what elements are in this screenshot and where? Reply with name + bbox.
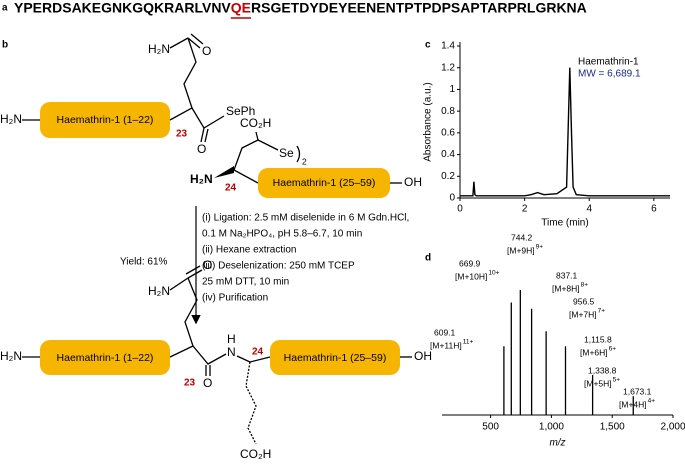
peak-label: 609.1 xyxy=(434,327,456,337)
residue-number: 24 xyxy=(252,347,264,358)
panel-label: a xyxy=(2,3,8,14)
atom: O xyxy=(203,376,212,390)
atom: H₂N xyxy=(148,284,170,298)
c-term: OH xyxy=(404,175,422,189)
x-tick-label: 4 xyxy=(586,204,592,215)
atom: O xyxy=(202,44,211,58)
sequence: RSGETDYDEYEENENTPTPDPSAPTARPRLGRKNA xyxy=(251,0,587,16)
panel-label: b xyxy=(2,40,8,51)
sequence: YPERDSAKEGNKGQKRARLVNV xyxy=(14,0,231,16)
y-tick-label: 0.4 xyxy=(441,149,455,160)
ion-label: [M+10H] xyxy=(455,271,487,281)
peak-label: 1,338.8 xyxy=(588,365,617,375)
y-axis-label: Absorbance (a.u.) xyxy=(423,82,434,162)
peptide-box: Haemathrin-1 (1–22) xyxy=(57,114,154,126)
trace xyxy=(460,67,670,197)
condition: (iii) Deselenization: 250 mM TCEP xyxy=(202,261,355,272)
x-tick-label: 500 xyxy=(482,422,499,433)
y-tick-label: 1.4 xyxy=(441,41,455,52)
x-tick-label: 1,000 xyxy=(539,422,564,433)
x-axis-label: Time (min) xyxy=(541,218,588,229)
residue-number: 24 xyxy=(225,183,237,194)
n-term: H₂N xyxy=(0,349,22,363)
charge: 11+ xyxy=(463,339,474,346)
subscript: 2 xyxy=(302,156,307,166)
sequence-highlight: QE xyxy=(231,0,251,16)
x-tick-label: 6 xyxy=(651,204,657,215)
charge: 10+ xyxy=(488,270,499,277)
atom: CO₂H xyxy=(240,116,271,130)
charge: 9+ xyxy=(536,244,544,251)
charge: 4+ xyxy=(648,398,656,405)
peptide-box: Haemathrin-1 (1–22) xyxy=(57,352,154,364)
annotation: MW = 6,689.1 xyxy=(578,69,641,80)
conditions: (i) Ligation: 2.5 mM diselenide in 6 M G… xyxy=(202,213,409,304)
atom: Se xyxy=(279,146,294,160)
y-tick-label: 1 xyxy=(449,84,455,95)
atom: H₂N xyxy=(148,42,170,56)
y-tick-label: 0.8 xyxy=(441,106,455,117)
condition: 0.1 M Na₂HPO₄, pH 5.8–6.7, 10 min xyxy=(202,229,362,240)
charge: 5+ xyxy=(613,377,621,384)
charge: 8+ xyxy=(581,282,589,289)
peak-label: 1,115.8 xyxy=(584,334,612,344)
condition: 25 mM DTT, 10 min xyxy=(202,277,289,288)
peak-label: 744.2 xyxy=(511,232,533,242)
condition: (iv) Purification xyxy=(202,293,268,304)
ion-label: [M+5H] xyxy=(584,378,612,388)
panel-label: c xyxy=(425,40,431,51)
residue-number: 23 xyxy=(176,129,188,140)
atom: O xyxy=(203,258,212,272)
x-tick-label: 1,500 xyxy=(600,422,625,433)
ion-label: [M+8H] xyxy=(552,283,580,293)
peak-label: 837.1 xyxy=(556,270,578,280)
ion-label: [M+11H] xyxy=(430,340,462,350)
peak-label: 669.9 xyxy=(459,258,481,268)
atom: SePh xyxy=(226,104,255,118)
peptide-box: Haemathrin-1 (25–59) xyxy=(284,352,387,364)
condition: (i) Ligation: 2.5 mM diselenide in 6 M G… xyxy=(202,213,409,224)
reactant-1: H₂N Haemathrin-1 (1–22) H₂N O 23 O SePh xyxy=(0,33,255,156)
ion-label: [M+6H] xyxy=(580,347,608,357)
atom: CO₂H xyxy=(240,447,271,461)
ion-label: [M+7H] xyxy=(569,309,597,319)
atom: H xyxy=(227,332,236,346)
charts: c 0 0.2 0.4 0.6 0.8 1 1.2 1.4 0 2 4 6 Time (min) Absor… xyxy=(423,40,685,449)
c-term: OH xyxy=(414,349,432,363)
x-axis-label: m/z xyxy=(549,438,565,449)
ion-label: [M+4H] xyxy=(619,399,647,409)
x-tick-label: 2,000 xyxy=(660,422,685,433)
panel-label: d xyxy=(425,253,431,264)
y-tick-label: 0.6 xyxy=(441,127,455,138)
reactant-2: H₂N 24 CO₂H Se 2 Haemathrin-1 (25–59) OH xyxy=(190,116,422,198)
product: H₂N Haemathrin-1 (1–22) H₂N O 23 O H N 2… xyxy=(0,258,432,461)
n-term: H₂N xyxy=(190,172,213,186)
x-tick-label: 0 xyxy=(457,204,463,215)
charge: 6+ xyxy=(609,346,617,353)
n-term: H₂N xyxy=(0,112,22,126)
annotation: Haemathrin-1 xyxy=(578,57,639,68)
ion-label: [M+9H] xyxy=(507,245,535,255)
x-tick-label: 2 xyxy=(522,204,528,215)
peptide-box: Haemathrin-1 (25–59) xyxy=(273,177,376,189)
atom: O xyxy=(197,142,206,156)
yield: Yield: 61% xyxy=(120,257,168,268)
condition: (ii) Hexane extraction xyxy=(202,245,296,256)
atom: N xyxy=(227,345,236,359)
charge: 7+ xyxy=(598,308,606,315)
y-tick-label: 1.2 xyxy=(441,62,455,73)
peak-label: 1,673.1 xyxy=(623,386,652,396)
residue-number: 23 xyxy=(184,378,196,389)
y-tick-label: 0.2 xyxy=(441,171,455,182)
y-tick-label: 0 xyxy=(449,193,455,204)
peak-label: 956.5 xyxy=(573,296,595,306)
